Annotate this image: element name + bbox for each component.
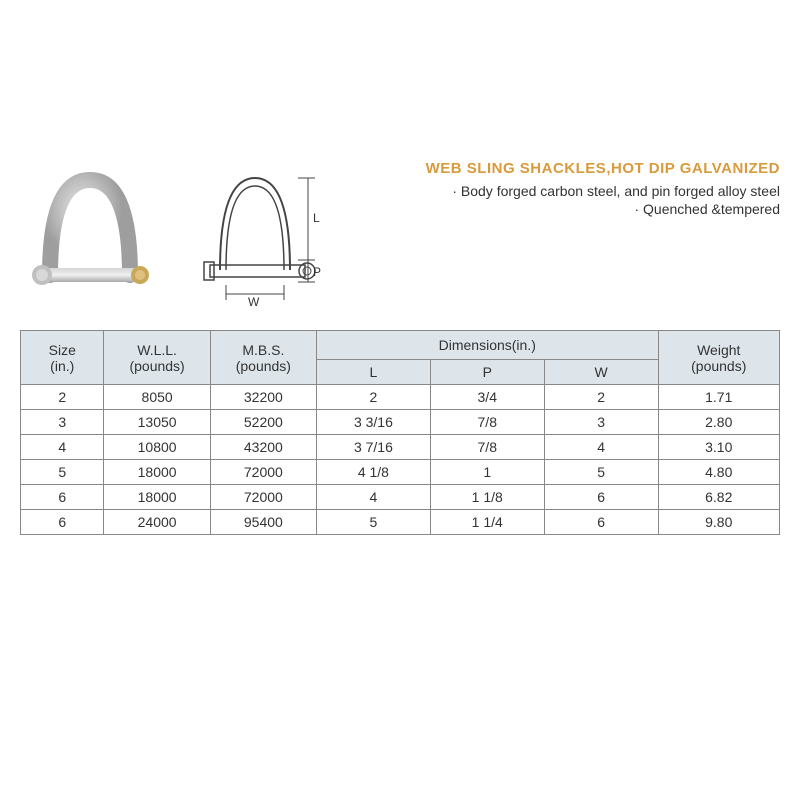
cell-weight: 1.71 (658, 385, 779, 410)
table-row: 518000720004 1/8154.80 (21, 460, 780, 485)
cell-P: 7/8 (430, 410, 544, 435)
th-wll: W.L.L. (pounds) (104, 331, 210, 385)
cell-weight: 4.80 (658, 460, 779, 485)
cell-weight: 9.80 (658, 510, 779, 535)
top-section: L P W WEB SLING SHACKLES,HOT DIP GALVANI… (20, 160, 780, 310)
cell-wll: 8050 (104, 385, 210, 410)
header-row-1: Size (in.) W.L.L. (pounds) M.B.S. (pound… (21, 331, 780, 360)
cell-size: 6 (21, 510, 104, 535)
cell-wll: 13050 (104, 410, 210, 435)
cell-L: 2 (316, 385, 430, 410)
bullet-2: · Quenched &tempered (350, 201, 780, 217)
cell-mbs: 72000 (210, 460, 316, 485)
cell-weight: 2.80 (658, 410, 779, 435)
cell-wll: 10800 (104, 435, 210, 460)
th-weight: Weight (pounds) (658, 331, 779, 385)
cell-size: 6 (21, 485, 104, 510)
product-title: WEB SLING SHACKLES,HOT DIP GALVANIZED (350, 160, 780, 177)
cell-W: 6 (544, 485, 658, 510)
cell-L: 3 3/16 (316, 410, 430, 435)
th-W: W (544, 360, 658, 385)
cell-L: 4 1/8 (316, 460, 430, 485)
cell-mbs: 72000 (210, 485, 316, 510)
cell-L: 5 (316, 510, 430, 535)
cell-W: 5 (544, 460, 658, 485)
cell-wll: 24000 (104, 510, 210, 535)
diagram-label-L: L (313, 211, 320, 225)
table-row: 410800432003 7/167/843.10 (21, 435, 780, 460)
shackle-diagram-svg: L P W (190, 160, 330, 310)
th-L: L (316, 360, 430, 385)
image-area: L P W (20, 160, 330, 310)
cell-mbs: 95400 (210, 510, 316, 535)
cell-weight: 3.10 (658, 435, 779, 460)
table-row: 313050522003 3/167/832.80 (21, 410, 780, 435)
text-area: WEB SLING SHACKLES,HOT DIP GALVANIZED · … (330, 160, 780, 219)
cell-P: 1 1/4 (430, 510, 544, 535)
shackle-diagram: L P W (190, 160, 330, 310)
cell-W: 4 (544, 435, 658, 460)
cell-P: 1 (430, 460, 544, 485)
cell-P: 1 1/8 (430, 485, 544, 510)
shackle-photo (20, 160, 160, 310)
cell-wll: 18000 (104, 485, 210, 510)
cell-size: 4 (21, 435, 104, 460)
cell-size: 5 (21, 460, 104, 485)
diagram-label-P: P (313, 265, 321, 279)
cell-W: 2 (544, 385, 658, 410)
cell-size: 3 (21, 410, 104, 435)
th-size: Size (in.) (21, 331, 104, 385)
th-P: P (430, 360, 544, 385)
table-row: 6180007200041 1/866.82 (21, 485, 780, 510)
cell-P: 7/8 (430, 435, 544, 460)
table-row: 280503220023/421.71 (21, 385, 780, 410)
cell-L: 4 (316, 485, 430, 510)
th-dimensions: Dimensions(in.) (316, 331, 658, 360)
diagram-label-W: W (248, 295, 260, 309)
cell-W: 6 (544, 510, 658, 535)
spec-table: Size (in.) W.L.L. (pounds) M.B.S. (pound… (20, 330, 780, 535)
cell-wll: 18000 (104, 460, 210, 485)
cell-mbs: 32200 (210, 385, 316, 410)
table-row: 6240009540051 1/469.80 (21, 510, 780, 535)
th-mbs: M.B.S. (pounds) (210, 331, 316, 385)
cell-mbs: 43200 (210, 435, 316, 460)
cell-L: 3 7/16 (316, 435, 430, 460)
bullet-1: · Body forged carbon steel, and pin forg… (350, 183, 780, 199)
cell-P: 3/4 (430, 385, 544, 410)
content-wrapper: L P W WEB SLING SHACKLES,HOT DIP GALVANI… (20, 160, 780, 535)
cell-mbs: 52200 (210, 410, 316, 435)
table-body: 280503220023/421.71313050522003 3/167/83… (21, 385, 780, 535)
cell-W: 3 (544, 410, 658, 435)
table-head: Size (in.) W.L.L. (pounds) M.B.S. (pound… (21, 331, 780, 385)
cell-weight: 6.82 (658, 485, 779, 510)
shackle-photo-svg (20, 160, 160, 310)
cell-size: 2 (21, 385, 104, 410)
